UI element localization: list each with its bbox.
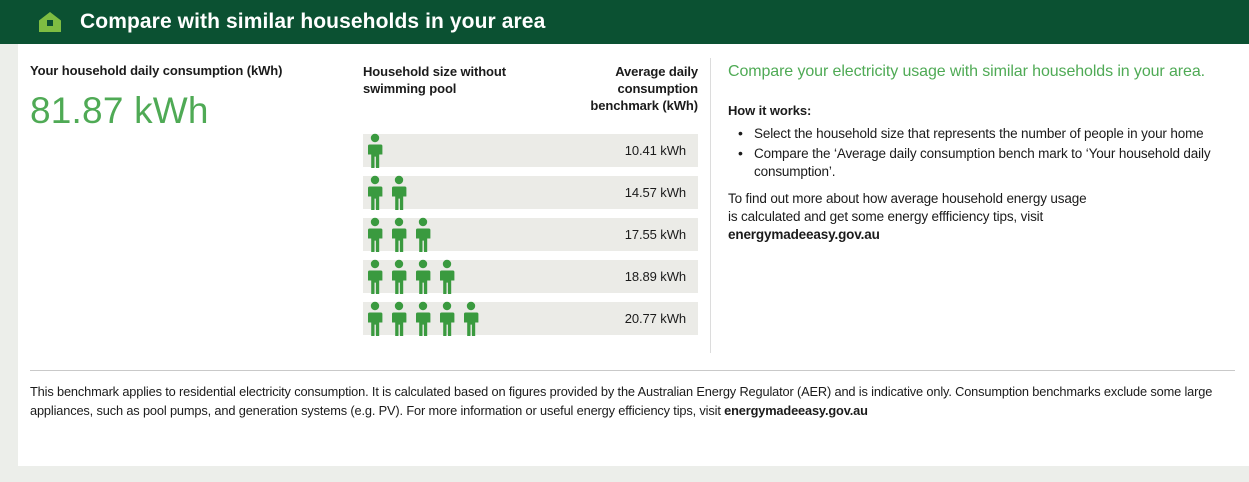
benchmark-value: 20.77 kWh: [624, 311, 686, 326]
benchmark-value: 10.41 kWh: [624, 143, 686, 158]
your-consumption-value: 81.87 kWh: [30, 90, 209, 131]
person-icon: [416, 301, 431, 336]
house-icon: [39, 12, 61, 32]
find-out-more-text: To find out more about how average house…: [728, 190, 1238, 244]
benchmark-table: Household size without swimming pool Ave…: [363, 63, 698, 344]
energymadeeasy-link-footnote[interactable]: energymadeeasy.gov.au: [724, 403, 868, 418]
how-it-works-title: How it works:: [728, 103, 812, 118]
column-header-benchmark: Average daily consumption benchmark (kWh…: [590, 64, 698, 113]
person-icon: [464, 301, 479, 336]
person-icon-group: [365, 256, 457, 297]
info-block: Compare your electricity usage with simi…: [728, 61, 1238, 244]
person-icon: [392, 217, 407, 252]
benchmark-row[interactable]: 14.57 kWh: [363, 175, 698, 210]
your-consumption-block: Your household daily consumption (kWh) 8…: [30, 63, 360, 132]
your-consumption-label: Your household daily consumption (kWh): [30, 63, 283, 78]
person-icon: [440, 301, 455, 336]
person-icon: [416, 217, 431, 252]
footnote-text: This benchmark applies to residential el…: [30, 384, 1213, 418]
how-it-works-list: Select the household size that represent…: [728, 124, 1238, 181]
how-it-works-item: Select the household size that represent…: [738, 124, 1238, 143]
benchmark-row[interactable]: 20.77 kWh: [363, 301, 698, 336]
benchmark-row[interactable]: 10.41 kWh: [363, 133, 698, 168]
person-icon: [368, 175, 383, 210]
person-icon: [368, 217, 383, 252]
benchmark-table-header: Household size without swimming pool Ave…: [363, 63, 698, 114]
person-icon-group: [365, 172, 409, 213]
person-icon-group: [365, 298, 481, 339]
person-icon: [368, 133, 383, 168]
person-icon: [392, 301, 407, 336]
benchmark-value: 14.57 kWh: [624, 185, 686, 200]
vertical-divider: [710, 58, 711, 353]
info-heading: Compare your electricity usage with simi…: [728, 63, 1205, 80]
person-icon: [392, 175, 407, 210]
person-icon: [440, 259, 455, 294]
person-icon: [368, 259, 383, 294]
benchmark-value: 17.55 kWh: [624, 227, 686, 242]
panel-body: Your household daily consumption (kWh) 8…: [18, 44, 1249, 466]
panel-header: Compare with similar households in your …: [0, 0, 1249, 44]
benchmark-row[interactable]: 17.55 kWh: [363, 217, 698, 252]
find-out-line-1: To find out more about how average house…: [728, 191, 1087, 206]
column-header-household-size: Household size without swimming pool: [363, 64, 506, 96]
panel-title: Compare with similar households in your …: [80, 10, 546, 33]
energymadeeasy-link-info[interactable]: energymadeeasy.gov.au: [728, 227, 880, 242]
benchmark-value: 18.89 kWh: [624, 269, 686, 284]
person-icon: [416, 259, 431, 294]
person-icon-group: [365, 214, 433, 255]
benchmark-row[interactable]: 18.89 kWh: [363, 259, 698, 294]
find-out-line-2: is calculated and get some energy efffic…: [728, 209, 1044, 224]
footnote: This benchmark applies to residential el…: [30, 382, 1235, 420]
horizontal-divider: [30, 370, 1235, 371]
person-icon: [368, 301, 383, 336]
how-it-works-item: Compare the ‘Average daily consumption b…: [738, 144, 1238, 181]
person-icon: [392, 259, 407, 294]
benchmark-rows: 10.41 kWh 14.57 kWh 17.55 kWh 18.89 kWh 20.7…: [363, 133, 698, 336]
person-icon-group: [365, 130, 385, 171]
